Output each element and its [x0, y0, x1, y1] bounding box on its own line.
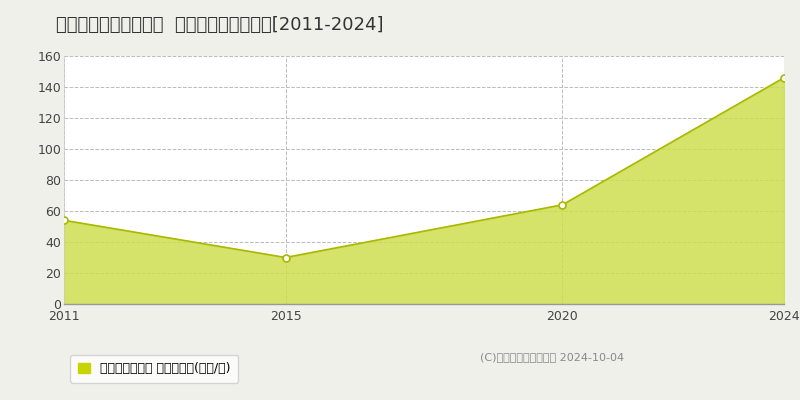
Text: 横浜市栄区鍛冶ケ谷町  マンション価格推移[2011-2024]: 横浜市栄区鍛冶ケ谷町 マンション価格推移[2011-2024]: [56, 16, 383, 34]
Legend: マンション価格 平均坪単価(万円/坪): マンション価格 平均坪単価(万円/坪): [70, 355, 238, 383]
Text: (C)土地価格ドットコム 2024-10-04: (C)土地価格ドットコム 2024-10-04: [480, 352, 624, 362]
